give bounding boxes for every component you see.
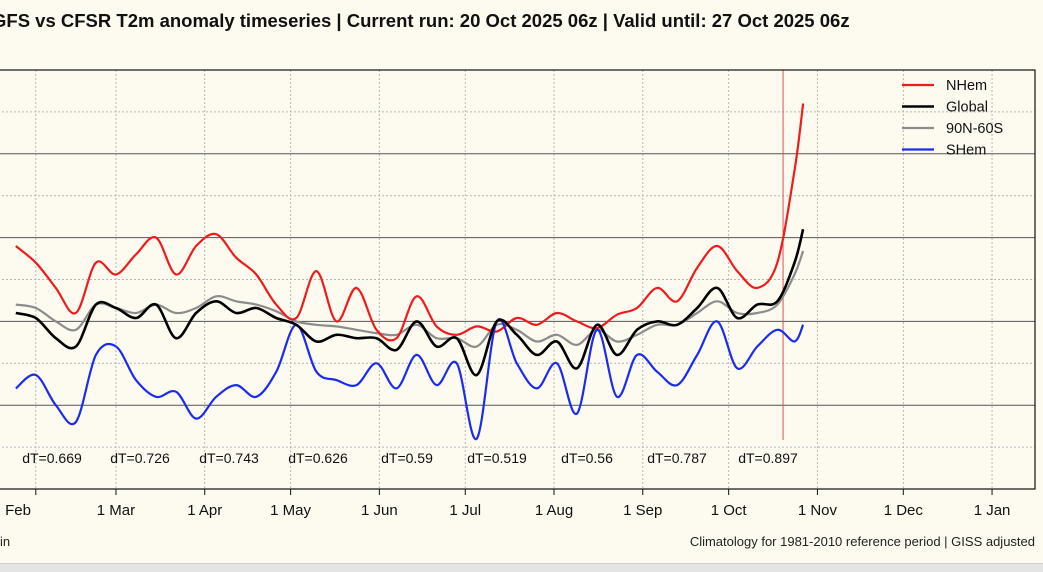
grid-layer [0,69,1035,495]
dt-annotation: dT=0.669 [22,450,82,466]
dt-annotation: dT=0.787 [647,450,707,466]
x-tick-label: 1 Dec [884,502,924,519]
x-tick-label: 1 Nov [798,502,838,519]
x-tick-label: 1 Jun [361,502,398,519]
dt-annotation: dT=0.897 [738,450,798,466]
dt-annotation: dT=0.59 [381,450,433,466]
series-line-shem [15,318,805,440]
dt-annotation: dT=0.743 [199,450,259,466]
legend-label: 90N-60S [946,121,1003,137]
x-tick-label: 1 Apr [187,502,222,519]
legend-label: NHem [946,78,987,94]
chart-title: GFS vs CFSR T2m anomaly timeseries | Cur… [0,10,850,31]
x-axis-ticks: Feb 1 Mar 1 Apr 1 May 1 Jun 1 Jul 1 Aug 1 Sep 1 … [5,502,1010,519]
x-tick-label: Feb [5,502,31,519]
dt-annotations: dT=0.669 dT=0.726 dT=0.743 dT=0.626 dT=0.59 d… [22,450,798,466]
legend-label: Global [946,100,988,116]
series-line-nhem [15,103,805,342]
x-tick-label: 1 Sep [623,502,662,519]
dt-annotation: dT=0.519 [467,450,527,466]
x-tick-label: 1 Aug [535,502,573,519]
series-line-global [15,228,805,377]
x-tick-label: 1 Mar [97,502,135,519]
x-tick-label: 1 Jan [974,502,1011,519]
window-bottom-strip [0,563,1043,572]
series-layer [15,103,805,440]
x-tick-label: 1 May [270,502,311,519]
series-line-90n-60s [15,250,805,348]
footer-attribution: Climatology for 1981-2010 reference peri… [689,534,1035,549]
dt-annotation: dT=0.56 [561,450,613,466]
dt-annotation: dT=0.726 [110,450,170,466]
x-tick-label: 1 Oct [711,502,748,519]
legend: NHem Global 90N-60S SHem [902,78,1003,159]
legend-label: SHem [946,143,986,159]
footer-left-text: in [0,534,11,549]
dt-annotation: dT=0.626 [288,450,348,466]
plot-border [0,69,1036,490]
x-tick-label: 1 Jul [449,502,481,519]
